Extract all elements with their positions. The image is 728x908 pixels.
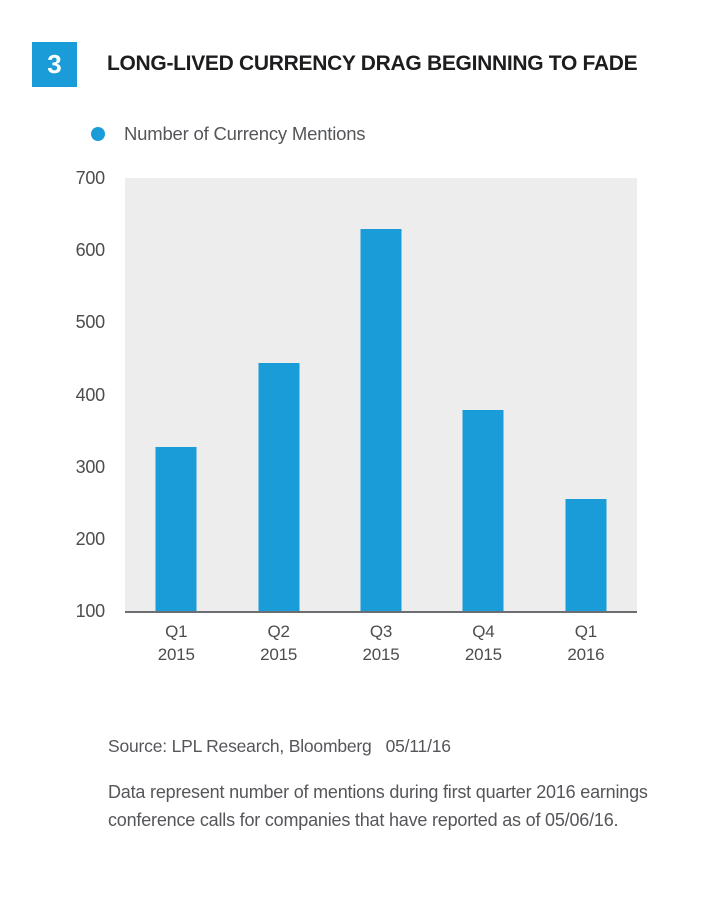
x-label-q4-2015: Q4 2015 [464, 622, 502, 664]
bar-q2-2015 [258, 363, 300, 611]
y-tick-200: 200 [75, 528, 106, 549]
x-label-q3-2015: Q3 2015 [362, 622, 400, 664]
x-label-q1-2016: Q1 2016 [567, 622, 605, 664]
bar-q1-2016 [565, 499, 607, 611]
y-axis: 700 600 500 400 300 200 100 [40, 0, 106, 700]
source-line: Source: LPL Research, Bloomberg 05/11/16 [108, 736, 451, 757]
source-label: Source: LPL Research, Bloomberg [108, 736, 372, 756]
source-date: 05/11/16 [385, 736, 451, 756]
bar-q4-2015 [462, 410, 504, 611]
legend-label: Number of Currency Mentions [124, 123, 366, 144]
bar-q3-2015 [360, 228, 402, 611]
bar-slot-q3-2015 [330, 178, 432, 611]
y-tick-600: 600 [75, 240, 106, 261]
footnote: Data represent number of mentions during… [108, 782, 648, 830]
bar-slot-q2-2015 [227, 178, 329, 611]
y-tick-400: 400 [75, 384, 106, 405]
bar-chart: 700 600 500 400 300 200 100 Q1 2015 Q2 2015 Q3 2015… [40, 0, 637, 700]
bar-series [125, 178, 637, 611]
y-tick-700: 700 [75, 168, 106, 188]
figure-number: 3 [47, 49, 62, 79]
x-label-q1-2015: Q1 2015 [157, 622, 195, 664]
figure-number-badge: 3 [32, 42, 77, 87]
chart-legend: Number of Currency Mentions [91, 123, 366, 145]
bar-q1-2015 [155, 447, 197, 611]
y-tick-100: 100 [75, 601, 106, 621]
x-label-q2-2015: Q2 2015 [260, 622, 298, 664]
x-axis: Q1 2015 Q2 2015 Q3 2015 Q4 2015 Q1 2016 [125, 620, 637, 666]
bar-slot-q1-2016 [535, 178, 637, 611]
bar-slot-q4-2015 [432, 178, 534, 611]
figure-title: LONG-LIVED CURRENCY DRAG BEGINNING TO FA… [107, 52, 638, 75]
legend-dot-icon [91, 127, 105, 141]
y-tick-300: 300 [75, 456, 106, 477]
plot-area [125, 178, 637, 613]
y-tick-500: 500 [75, 312, 106, 333]
bar-slot-q1-2015 [125, 178, 227, 611]
